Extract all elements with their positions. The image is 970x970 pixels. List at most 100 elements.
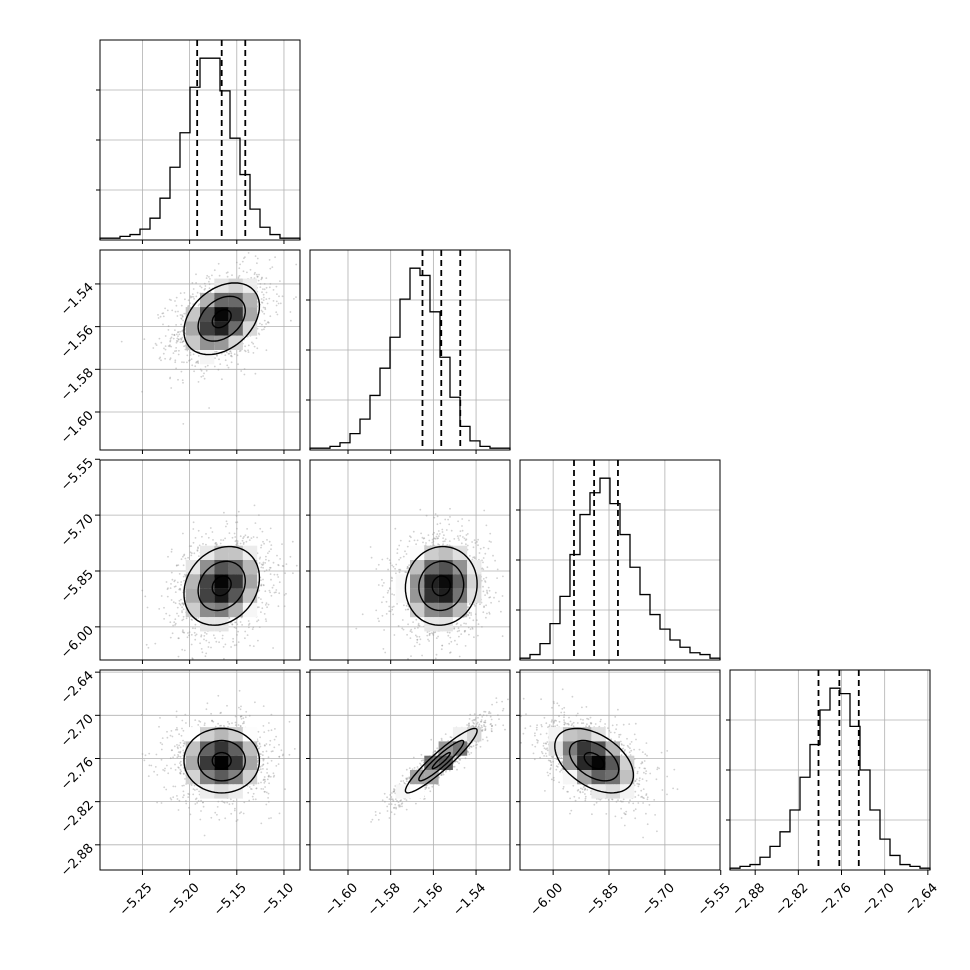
scatter-point [252,798,255,801]
scatter-point [375,609,378,612]
scatter-point [170,571,173,574]
scatter-point [260,309,263,312]
scatter-point [170,599,173,601]
scatter-point [183,784,185,787]
scatter-point [223,657,225,660]
scatter-point [192,521,195,524]
scatter-point [218,358,220,361]
scatter-point [252,342,255,345]
scatter-point [265,323,267,325]
scatter-point [488,613,491,615]
scatter-point [217,694,220,697]
scatter-point [221,637,224,640]
scatter-point [166,595,169,598]
scatter-point [238,689,241,692]
scatter-point [177,338,180,341]
scatter-point [181,619,184,622]
scatter-point [267,552,269,554]
density-cell [410,560,425,575]
scatter-point [230,812,233,815]
scatter-point [293,298,295,300]
scatter-point [262,578,264,581]
scatter-point [205,652,208,655]
scatter-point [446,631,449,634]
contour-level-1 [418,560,465,612]
scatter-point [187,299,190,302]
density-cell [242,560,258,575]
panel-frame [99,459,301,661]
scatter-point [450,529,453,532]
scatter-point [199,721,202,723]
scatter-point [444,538,447,541]
scatter-point [432,540,435,543]
scatter-point [460,633,463,635]
scatter-point [156,774,159,776]
scatter-point [264,618,267,620]
density-cell [424,545,439,560]
scatter-point [489,532,492,535]
scatter-point [459,530,462,533]
scatter-point [219,363,222,365]
scatter-point [293,748,296,750]
scatter-point [421,536,424,539]
scatter-point [399,556,402,559]
scatter-point [183,649,186,652]
scatter-point [215,544,218,546]
scatter-point [415,543,417,546]
scatter-point [419,508,422,511]
scatter-point [174,310,177,313]
scatter-point [235,543,238,546]
density-cell [200,350,215,365]
scatter-point [265,291,268,294]
histogram-bars-1 [309,267,511,450]
scatter-point [236,541,239,544]
scatter-point [457,537,460,539]
scatter-point [263,778,265,781]
scatter-point [457,627,460,630]
scatter-point [241,624,244,626]
scatter-point [247,351,250,353]
scatter-point [213,365,216,368]
contour-level-0 [211,575,232,597]
scatter-point [261,765,263,767]
scatter-point [178,637,180,640]
scatter-point [280,749,283,752]
scatter-point [429,632,431,635]
scatter-point [468,612,471,614]
scatter-point [234,536,237,538]
scatter-point [295,564,298,567]
scatter-point [428,633,431,635]
scatter-point [492,554,494,557]
scatter-point [256,275,259,278]
scatter-point [482,611,485,614]
scatter-point [176,606,179,609]
scatter-point [458,655,461,658]
scatter-panel-0-2 [99,459,301,661]
scatter-point [254,271,256,274]
scatter-point [259,736,261,739]
scatter-point [267,321,270,324]
scatter-point [274,256,276,259]
scatter-point [482,561,484,564]
scatter-point [238,267,241,270]
scatter-point [449,516,451,518]
scatter-point [426,634,429,637]
scatter-point [442,537,444,539]
scatter-point [242,537,245,540]
scatter-point [417,624,420,627]
density-cell [395,574,410,589]
scatter-point [407,623,409,626]
scatter-point [217,262,220,265]
scatter-point [396,548,399,551]
scatter-point [414,627,416,630]
scatter-point [225,525,227,528]
scatter-point [263,570,266,573]
scatter-point [145,643,148,646]
scatter-point [190,784,193,787]
scatter-point [204,285,207,287]
scatter-point [260,584,263,587]
scatter-point [191,657,194,660]
scatter-point [431,544,434,547]
scatter-point [227,353,230,355]
scatter-point [464,539,467,541]
